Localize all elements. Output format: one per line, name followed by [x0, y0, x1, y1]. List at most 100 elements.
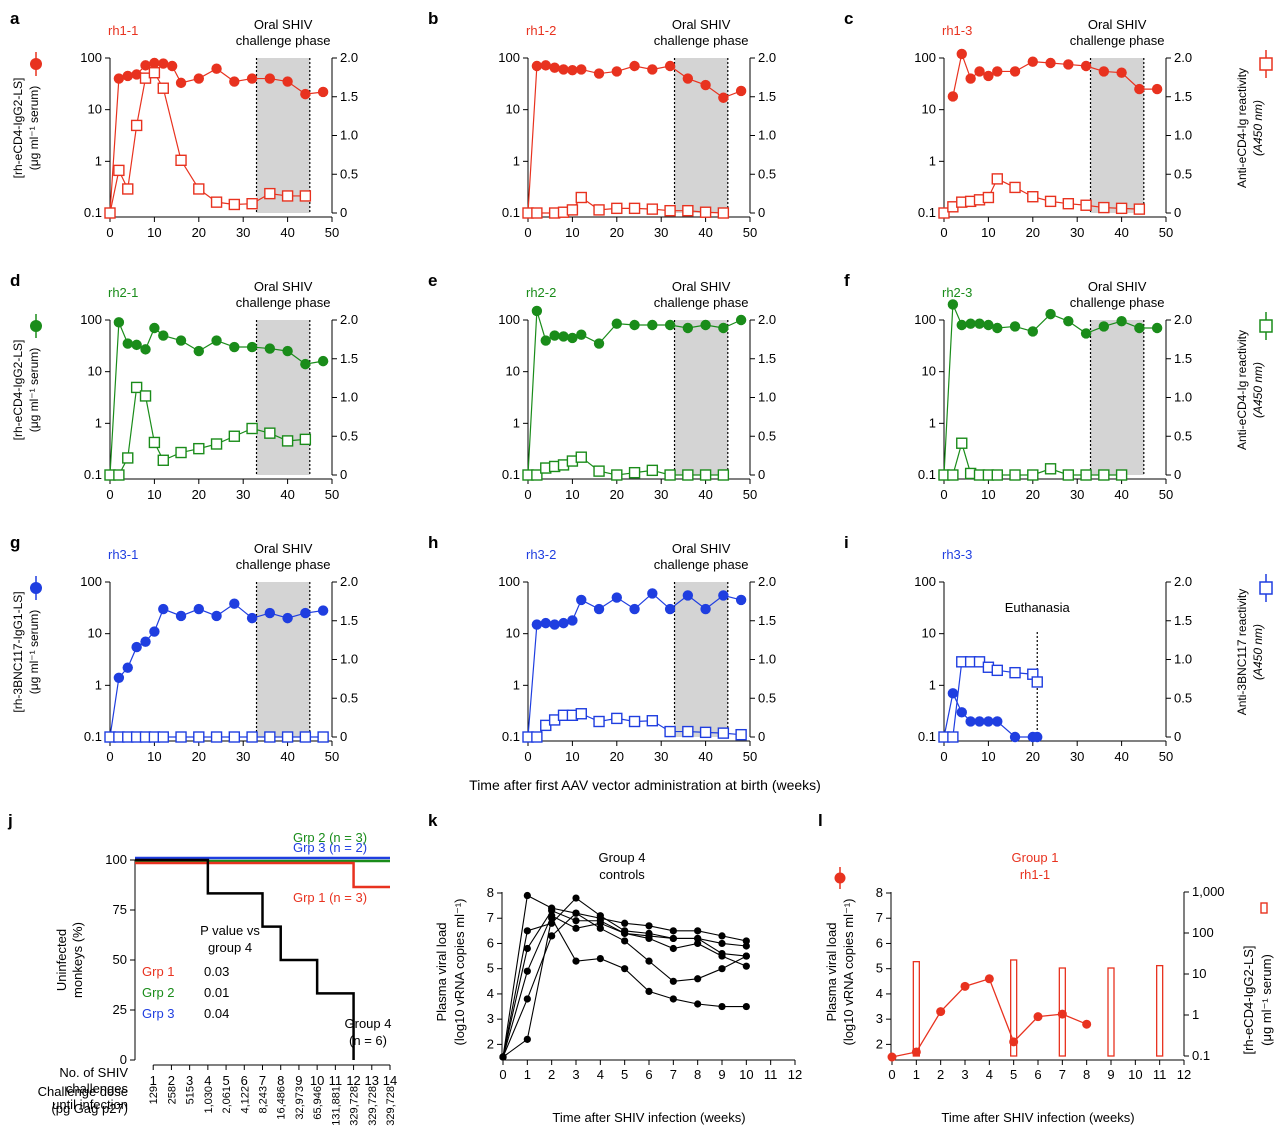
y-left-tick-label: 1	[95, 415, 102, 430]
reactivity-point	[1115, 469, 1128, 481]
x-tick-label: 10	[565, 225, 579, 240]
x-tick-label: 10	[310, 1073, 324, 1088]
viral-load-point	[523, 995, 531, 1003]
x-tick-label: 10	[981, 749, 995, 764]
viral-load-point	[572, 924, 580, 932]
pvalue-value: 0.03	[204, 964, 229, 979]
reactivity-point	[717, 727, 730, 739]
reactivity-point	[947, 731, 959, 743]
x-tick-label: 0	[940, 225, 947, 240]
reactivity-point	[664, 469, 676, 481]
concentration-point	[1045, 308, 1056, 320]
reactivity-point	[113, 164, 125, 177]
phase-label-line-2: challenge phase	[654, 557, 749, 572]
reactivity-point	[228, 430, 241, 442]
viral-load-point	[621, 929, 629, 937]
panel-letter: l	[818, 811, 823, 830]
y-left-tick-label: 100	[498, 574, 520, 589]
reactivity-point	[210, 196, 223, 208]
viral-load-point	[669, 944, 677, 953]
viral-load-point	[548, 907, 556, 915]
concentration-point	[1116, 67, 1127, 78]
y-right-tick-label: 1.5	[758, 613, 776, 628]
x-tick-label: 7	[1059, 1067, 1066, 1082]
x-tick-label: 7	[670, 1067, 677, 1082]
legend-left-circle	[834, 872, 846, 884]
x-tick-label: 20	[1026, 487, 1040, 502]
concentration-point	[531, 305, 543, 317]
concentration-point	[664, 603, 676, 615]
x-tick-label: 0	[940, 487, 947, 502]
row-2-right-label-line-1: Anti-eCD4-Ig reactivity	[1235, 330, 1249, 450]
row-1-right-label-line-1: Anti-eCD4-Ig reactivity	[1235, 68, 1249, 188]
reactivity-point	[956, 437, 968, 449]
y-right-tick-label: 1.5	[340, 351, 358, 366]
x-tick-label: 8	[1083, 1067, 1090, 1082]
x-tick-label: 13	[365, 1073, 379, 1088]
pvalue-group-label: Grp 2	[142, 985, 175, 1000]
viral-load-point	[694, 939, 702, 948]
euthanasia-label: Euthanasia	[1005, 600, 1071, 615]
reactivity-point	[193, 731, 205, 743]
y-right-tick-label: 0	[1174, 729, 1181, 744]
y-right-tick-label: 1.0	[1174, 652, 1192, 667]
panel-letter: j	[7, 811, 13, 830]
concentration-point	[158, 58, 169, 69]
reactivity-point	[593, 465, 605, 477]
reactivity-point	[299, 190, 312, 202]
viral-load-point	[911, 1047, 921, 1057]
y-right-tick-label: 0.5	[758, 690, 776, 705]
y-right-tick-label: 2.0	[340, 574, 358, 589]
phase-label-line-2: challenge phase	[236, 557, 331, 572]
challenges-label-line-3: until infection	[52, 1097, 128, 1112]
x-tick-label: 8	[694, 1067, 701, 1082]
concentration-point	[558, 617, 569, 629]
y-left-tick-label: 100	[914, 312, 936, 327]
y-left-tick-label: 100	[914, 574, 936, 589]
concentration-point	[317, 86, 329, 98]
concentration-point	[317, 605, 329, 616]
x-tick-label: 50	[743, 749, 757, 764]
y-tick-label: 4	[876, 986, 883, 1001]
concentration-point	[647, 64, 658, 75]
concentration-point	[974, 318, 985, 329]
concentration-point	[682, 322, 694, 334]
viral-load-point	[621, 965, 629, 973]
antibody-bar	[1107, 967, 1115, 1057]
reactivity-point	[575, 451, 587, 463]
viral-load-point	[523, 891, 531, 900]
reactivity-point	[246, 731, 258, 743]
y-right-tick-label: 1.5	[758, 89, 776, 104]
x-tick-label: 30	[236, 225, 250, 240]
y-right-tick-label: 1,000	[1192, 884, 1225, 899]
x-tick-label: 20	[192, 225, 206, 240]
x-tick-label: 10	[1128, 1067, 1142, 1082]
dose-value: 131,881	[330, 1086, 342, 1126]
panel-letter: f	[844, 271, 850, 290]
legend-grp3: Grp 3 (n = 2)	[293, 840, 367, 855]
x-tick-label: 30	[654, 749, 668, 764]
viral-load-point	[694, 1000, 702, 1008]
viral-load-point	[984, 974, 994, 984]
reactivity-point	[717, 207, 730, 219]
y-left-tick-label: 100	[80, 574, 102, 589]
reactivity-point	[664, 725, 676, 738]
dose-value: 329,728	[349, 1086, 361, 1126]
x-tick-label: 20	[1026, 749, 1040, 764]
panel-letter: b	[428, 9, 438, 28]
concentration-point	[983, 319, 994, 331]
concentration-point	[956, 319, 967, 331]
reactivity-point	[717, 469, 730, 481]
phase-label-line-2: challenge phase	[236, 295, 331, 310]
reactivity-point	[611, 202, 623, 215]
y-right-tick-label: 2.0	[340, 50, 358, 65]
y-left-tick-label: 1	[95, 677, 102, 692]
reactivity-point	[1044, 195, 1057, 208]
reactivity-point	[175, 446, 187, 459]
viral-load-point	[645, 987, 653, 996]
dose-label-line-2: (pg Gag p27)	[51, 1101, 128, 1116]
row-1-left-label: [rh-eCD4-IgG2-LS] (μg ml⁻¹ serum)	[11, 78, 41, 179]
y-left-tick-label: 100	[914, 50, 936, 65]
y-left-tick-label: 100	[80, 312, 102, 327]
